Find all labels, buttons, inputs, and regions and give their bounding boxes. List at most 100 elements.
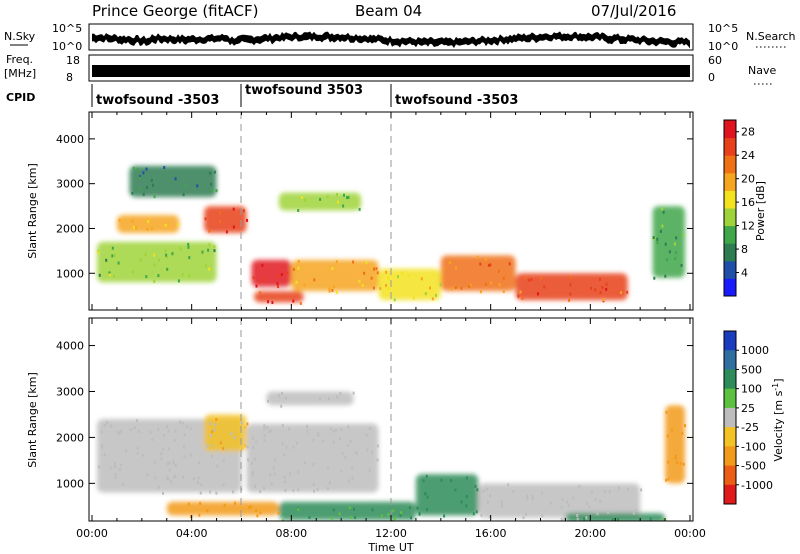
echo-cell <box>135 226 137 230</box>
echo-cell <box>484 257 487 261</box>
echo-cell <box>122 483 125 486</box>
echo-cell <box>465 504 468 508</box>
echo-cell <box>168 461 171 465</box>
echo-cell <box>682 462 685 466</box>
echo-region <box>204 414 247 452</box>
echo-cell <box>563 517 566 521</box>
echo-cell <box>656 237 659 241</box>
echo-cell <box>541 491 544 495</box>
echo-cell <box>259 291 262 295</box>
echo-cell <box>240 446 243 450</box>
xtick-label: 04:00 <box>176 527 208 540</box>
echo-cell <box>572 496 575 500</box>
cpid-segment-label: twofsound 3503 <box>245 83 363 98</box>
echo-cell <box>215 491 218 495</box>
echo-cell <box>312 438 315 442</box>
echo-cell <box>301 196 303 199</box>
echo-cell <box>157 485 160 489</box>
echo-cell <box>321 439 324 443</box>
echo-region <box>129 165 217 198</box>
echo-cell <box>352 260 355 264</box>
echo-cell <box>166 476 169 480</box>
echo-cell <box>131 191 134 195</box>
echo-cell <box>416 506 419 510</box>
echo-cell <box>371 508 374 512</box>
echo-cell <box>340 428 343 431</box>
colorbar-swatch <box>724 260 736 279</box>
echo-cell <box>188 274 191 277</box>
colorbar-tick-label: -1000 <box>741 479 773 492</box>
echo-cell <box>326 195 329 199</box>
echo-cell <box>599 277 601 281</box>
echo-cell <box>263 486 265 490</box>
echo-cell <box>157 274 160 278</box>
echo-cell <box>150 178 153 182</box>
echo-cell <box>611 518 614 521</box>
echo-cell <box>659 229 662 233</box>
echo-cell <box>274 458 277 462</box>
echo-cell <box>146 228 149 231</box>
nsky-label: N.Sky <box>4 30 36 43</box>
echo-cell <box>276 282 279 286</box>
echo-cell <box>253 457 256 461</box>
echo-cell <box>142 192 145 196</box>
echo-cell <box>662 210 665 214</box>
echo-cell <box>331 267 334 270</box>
echo-cell <box>297 470 300 474</box>
echo-cell <box>387 276 390 280</box>
echo-cell <box>170 480 173 484</box>
echo-cell <box>182 445 185 449</box>
echo-cell <box>283 475 286 479</box>
echo-cell <box>280 404 283 408</box>
echo-cell <box>149 430 152 434</box>
echo-cell <box>401 271 404 275</box>
echo-cell <box>259 489 262 493</box>
echo-cell <box>331 288 334 292</box>
beam-label: Beam 04 <box>355 2 422 20</box>
echo-cell <box>424 492 427 496</box>
echo-cell <box>271 301 274 304</box>
echo-cell <box>142 171 145 175</box>
echo-cell <box>263 424 266 428</box>
echo-cell <box>347 195 350 199</box>
echo-cell <box>172 461 175 465</box>
echo-cell <box>336 193 338 197</box>
echo-cell <box>429 286 431 290</box>
cpid-segment-label: twofsound -3503 <box>395 93 518 108</box>
echo-cell <box>656 241 659 245</box>
echo-cell <box>616 518 619 521</box>
echo-cell <box>393 298 396 302</box>
echo-cell <box>141 453 144 457</box>
echo-cell <box>204 264 207 268</box>
echo-cell <box>304 198 307 202</box>
echo-cell <box>426 495 429 499</box>
echo-cell <box>319 397 321 401</box>
echo-cell <box>485 487 488 491</box>
echo-cell <box>201 250 204 254</box>
echo-cell <box>150 227 153 231</box>
echo-cell <box>435 293 437 297</box>
echo-cell <box>280 273 283 277</box>
echo-cell <box>626 290 629 294</box>
echo-cell <box>183 433 186 437</box>
echo-cell <box>412 296 415 300</box>
colorbar-swatch <box>724 190 736 209</box>
echo-cell <box>426 508 428 512</box>
colorbar-tick-label: -500 <box>741 460 766 473</box>
echo-cell <box>358 279 361 283</box>
echo-cell <box>502 290 505 293</box>
echo-cell <box>100 430 103 434</box>
echo-cell <box>208 243 211 247</box>
echo-cell <box>136 167 139 171</box>
colorbar-swatch <box>724 331 736 351</box>
echo-cell <box>255 284 258 288</box>
ytick-label: 4000 <box>56 340 84 353</box>
echo-cell <box>286 271 289 275</box>
echo-cell <box>174 464 177 467</box>
echo-cell <box>665 478 668 482</box>
power-panel: 1000 2000 3000 4000 Slant Range [km] 4 8 12 16… <box>26 111 767 311</box>
echo-cell <box>136 452 139 455</box>
xtick-label: 00:00 <box>674 527 706 540</box>
echo-cell <box>213 245 216 249</box>
echo-cell <box>640 488 643 492</box>
